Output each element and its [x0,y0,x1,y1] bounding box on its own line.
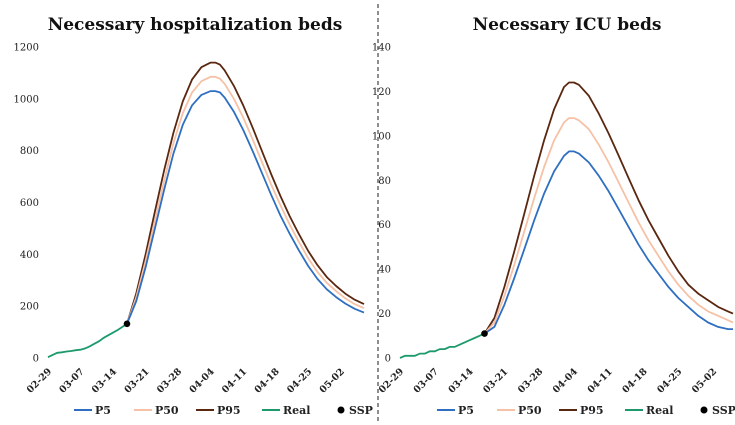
x-tick-label: 02-29 [25,366,55,396]
x-tick-label: 03-28 [516,366,546,396]
x-tick-label: 03-28 [155,366,185,396]
legend-swatch-ssp [337,406,345,414]
x-tick-label: 05-02 [318,366,347,395]
y-tick-label: 1200 [14,43,39,54]
x-tick-label: 05-02 [690,366,719,395]
series-line-p5 [126,90,365,325]
legend-swatch-ssp [700,406,708,414]
y-tick-label: 0 [33,354,39,365]
y-tick-label: 100 [372,131,391,142]
x-tick-label: 04-04 [551,366,581,396]
y-tick-label: 600 [20,198,39,209]
legend-label: P95 [580,404,604,417]
legend-label: Real [283,404,310,417]
x-tick-label: 04-11 [220,366,249,395]
series-line-p95 [483,81,734,335]
x-tick-label: 04-11 [586,366,615,395]
legend-label: SSP [712,404,735,417]
series-line-real [47,323,128,359]
legend-label: P50 [518,404,542,417]
y-tick-label: 80 [378,176,391,187]
legend: P5 P50 P95 Real SSP [437,404,735,417]
ssp-point [123,320,131,328]
legend-label: P5 [458,404,474,417]
x-tick-label: 03-21 [481,366,510,395]
y-tick-label: 200 [20,302,39,313]
chart-title: Necessary ICU beds [473,15,662,35]
y-tick-label: 0 [385,354,391,365]
series-line-p50 [483,117,734,335]
y-tick-label: 120 [372,87,391,98]
x-tick-label: 03-14 [90,366,120,396]
series-line-p5 [483,150,733,335]
x-tick-label: 03-14 [446,366,476,396]
x-tick-label: 03-07 [57,366,86,395]
legend-label: P5 [95,404,111,417]
y-tick-label: 40 [378,265,391,276]
series-line-p50 [126,75,365,325]
legend: P5 P50 P95 Real SSP [74,404,373,417]
icu-panel: Necessary ICU beds 0 20 40 60 80 100 120 140 02-… [372,15,734,396]
y-tick-label: 400 [20,250,39,261]
y-tick-label: 20 [378,309,391,320]
legend-label: P95 [217,404,241,417]
chart-title: Necessary hospitalization beds [48,15,343,35]
hospitalization-panel: Necessary hospitalization beds 0 200 400 60… [14,15,365,396]
y-tick-label: 1000 [14,94,39,105]
legend-label: Real [646,404,673,417]
legend-label: SSP [349,404,373,417]
x-tick-label: 04-18 [253,366,283,396]
x-tick-label: 03-07 [412,366,441,395]
series-line-real [399,332,485,359]
x-tick-label: 04-18 [620,366,650,396]
ssp-point [481,330,488,337]
x-tick-label: 04-25 [655,366,684,395]
x-tick-label: 02-29 [377,366,407,396]
y-tick-label: 60 [378,220,391,231]
y-tick-label: 800 [20,146,39,157]
series-line-p95 [126,61,365,325]
legend-label: P50 [155,404,179,417]
x-tick-label: 03-21 [122,366,151,395]
x-tick-label: 04-25 [285,366,314,395]
y-tick-label: 140 [372,43,391,54]
x-tick-label: 04-04 [188,366,218,396]
